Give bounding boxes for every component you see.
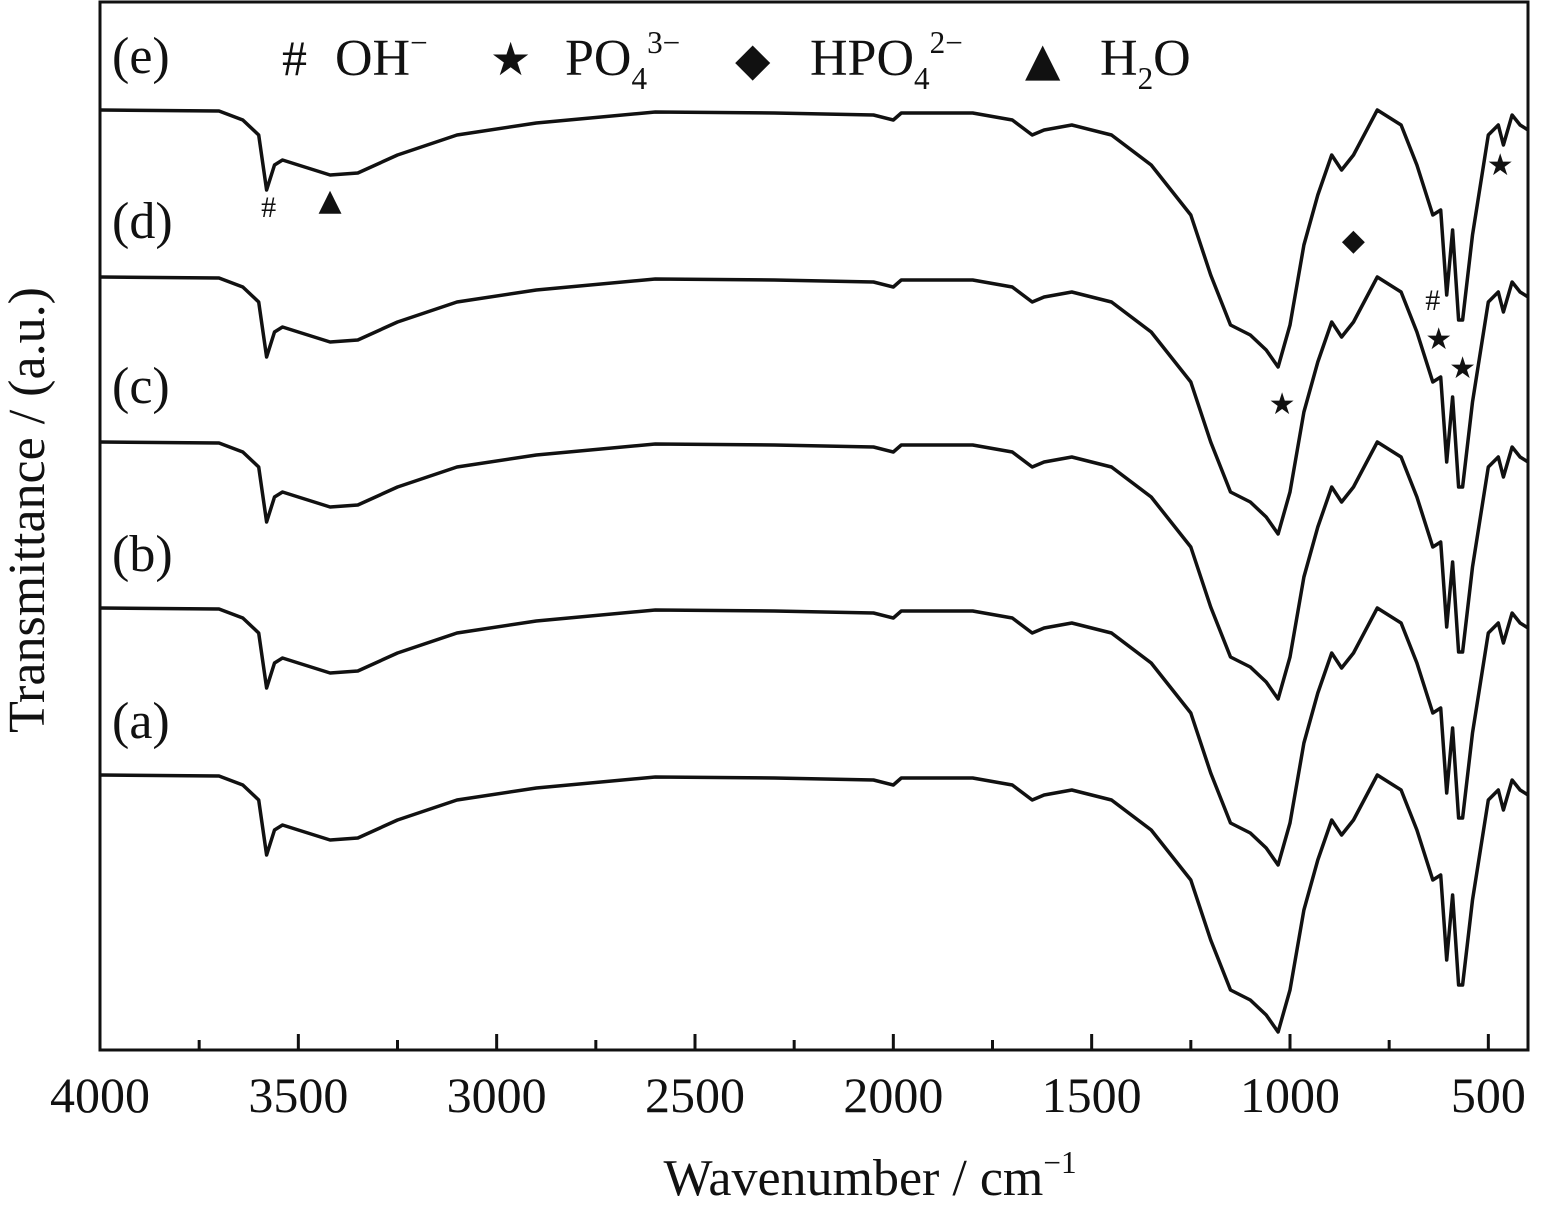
x-tick-label: 2000: [843, 1067, 943, 1123]
peak-marker: ★: [1425, 322, 1452, 357]
x-axis-label: Wavenumber / cm−1: [663, 1145, 1076, 1207]
sup: −1: [1043, 1145, 1076, 1180]
sup: −: [410, 25, 428, 60]
x-tick-label: 4000: [50, 1067, 150, 1123]
peak-marker: ★: [1449, 351, 1476, 386]
peak-marker: #: [1425, 284, 1440, 317]
spectrum-line: [99, 773, 1529, 1034]
sub: 4: [914, 61, 930, 96]
key-symbol: ◆: [735, 32, 771, 86]
key-symbol: ▲: [1025, 32, 1061, 86]
peak-marker: ▲: [319, 183, 342, 218]
x-tick-label: 1500: [1042, 1067, 1142, 1123]
sup: 2−: [930, 25, 963, 60]
plot-frame: [98, 0, 1530, 1052]
x-tick-label: 3000: [447, 1067, 547, 1123]
key-symbol: #: [282, 30, 307, 86]
series-label: (b): [112, 526, 173, 583]
series-label: (a): [112, 693, 170, 750]
x-tick-label: 500: [1451, 1067, 1526, 1123]
key-label: H2O: [1100, 30, 1191, 96]
peak-marker: #: [261, 191, 276, 224]
sup: 3−: [647, 25, 680, 60]
key-label: HPO42−: [810, 25, 963, 96]
spectrum-line: [99, 275, 1529, 536]
label-part: H: [1100, 30, 1138, 87]
x-tick-label: 2500: [645, 1067, 745, 1123]
x-tick-label: 3500: [248, 1067, 348, 1123]
key-label: PO43−: [565, 25, 680, 96]
sub: 2: [1138, 61, 1154, 96]
label-part: O: [1153, 30, 1191, 87]
label-part: HPO: [810, 30, 914, 87]
peak-marker: ◆: [1342, 223, 1365, 258]
series-label: (c): [112, 358, 170, 415]
key-symbol: ★: [490, 32, 531, 86]
spectrum-line: [99, 440, 1529, 701]
x-tick-label: 1000: [1240, 1067, 1340, 1123]
label-part: OH: [335, 30, 410, 87]
peak-marker: ★: [1487, 148, 1514, 183]
sub: 4: [631, 61, 647, 96]
peak-marker: ★: [1269, 387, 1296, 422]
series-label: (d): [112, 193, 173, 250]
y-axis-label: Transmittance / (a.u.): [0, 287, 56, 733]
label-part: Wavenumber / cm: [663, 1150, 1043, 1207]
key-label: OH−: [335, 25, 428, 87]
spectrum-line: [99, 606, 1529, 867]
series-label: (e): [112, 28, 170, 85]
spectrum-line: [99, 108, 1529, 369]
label-part: PO: [565, 30, 631, 87]
